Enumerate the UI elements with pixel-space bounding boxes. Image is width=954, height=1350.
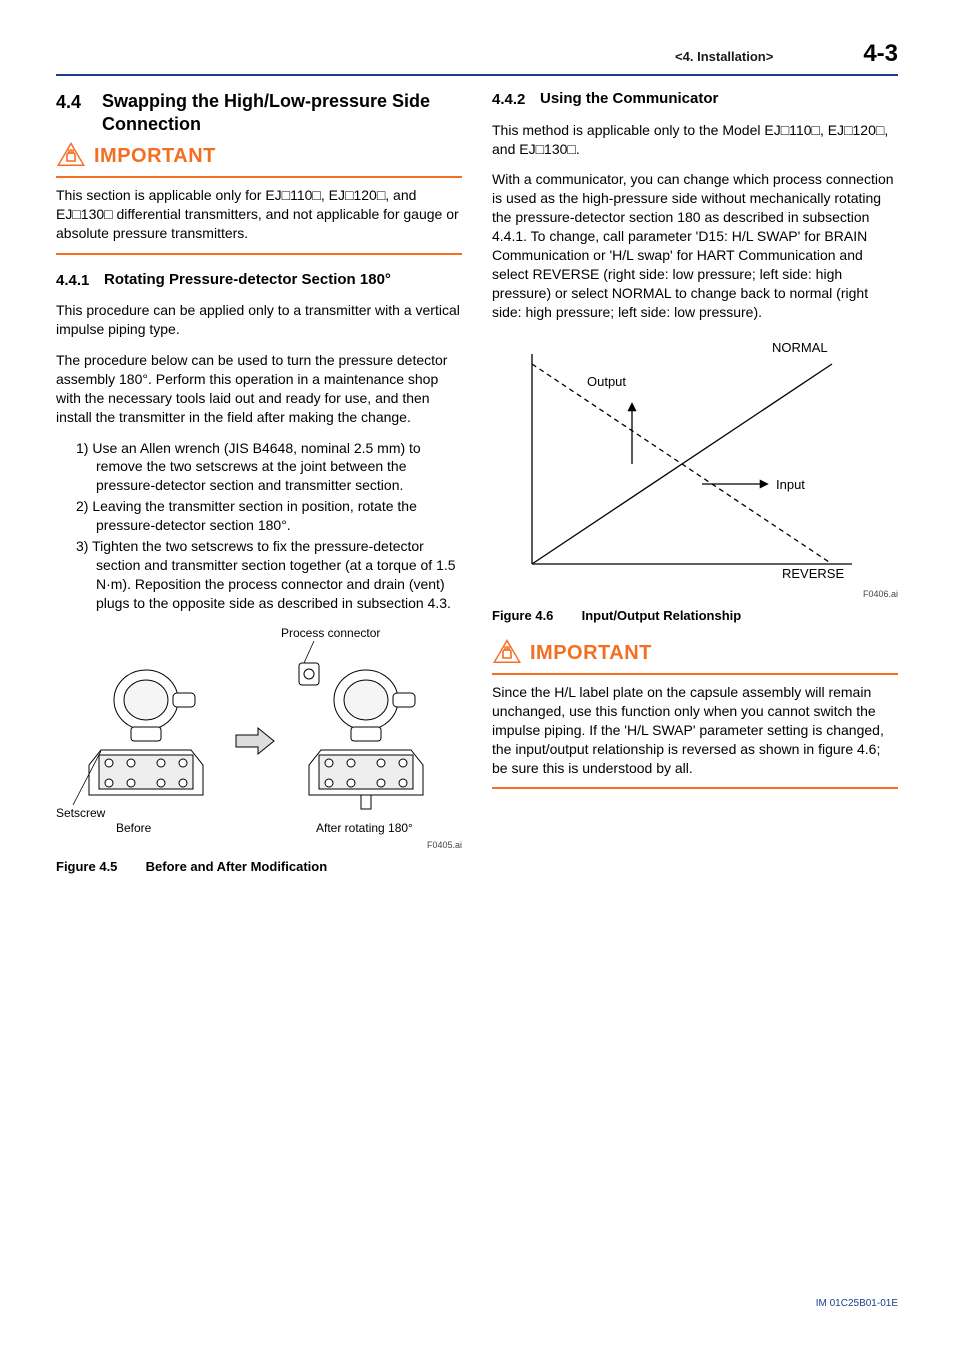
subsection-number: 4.4.2 bbox=[492, 90, 540, 110]
important-body: This section is applicable only for EJ□1… bbox=[56, 186, 462, 255]
important-label: IMPORTANT bbox=[530, 640, 652, 667]
label-before: Before bbox=[116, 821, 152, 835]
label-after: After rotating 180° bbox=[316, 821, 413, 835]
page-header: <4. Installation> 4-3 bbox=[56, 38, 898, 76]
body-paragraph: This procedure can be applied only to a … bbox=[56, 301, 462, 339]
header-chapter: <4. Installation> bbox=[675, 48, 773, 66]
section-title: Swapping the High/Low-pressure Side Conn… bbox=[102, 90, 462, 135]
important-body: Since the H/L label plate on the capsule… bbox=[492, 683, 898, 789]
figure-number: Figure 4.5 bbox=[56, 858, 142, 876]
list-item: 2) Leaving the transmitter section in po… bbox=[76, 497, 462, 535]
label-setscrew: Setscrew bbox=[56, 806, 106, 820]
figure-source-ref: F0405.ai bbox=[56, 839, 462, 851]
procedure-steps: 1) Use an Allen wrench (JIS B4648, nomin… bbox=[56, 439, 462, 613]
label-output: Output bbox=[587, 374, 626, 389]
left-column: 4.4 Swapping the High/Low-pressure Side … bbox=[56, 90, 462, 875]
header-page-number: 4-3 bbox=[863, 38, 898, 70]
warning-icon bbox=[56, 141, 86, 172]
figure-caption: Figure 4.6 Input/Output Relationship bbox=[492, 607, 898, 625]
subsection-4-4-2-heading: 4.4.2 Using the Communicator bbox=[492, 90, 898, 110]
body-paragraph: This method is applicable only to the Mo… bbox=[492, 121, 898, 159]
label-reverse: REVERSE bbox=[782, 566, 844, 581]
subsection-number: 4.4.1 bbox=[56, 271, 104, 291]
figure-title: Before and After Modification bbox=[146, 859, 328, 874]
list-item: 3) Tighten the two setscrews to fix the … bbox=[76, 537, 462, 613]
important-callout: IMPORTANT This section is applicable onl… bbox=[56, 141, 462, 255]
document-id: IM 01C25B01-01E bbox=[816, 1297, 898, 1311]
subsection-4-4-1-heading: 4.4.1 Rotating Pressure-detector Section… bbox=[56, 271, 462, 291]
figure-number: Figure 4.6 bbox=[492, 607, 578, 625]
figure-source-ref: F0406.ai bbox=[492, 588, 898, 600]
figure-caption: Figure 4.5 Before and After Modification bbox=[56, 858, 462, 876]
figure-4-6: Output Input NORMAL REVERSE F0406.ai Fig… bbox=[492, 334, 898, 625]
section-4-4-heading: 4.4 Swapping the High/Low-pressure Side … bbox=[56, 90, 462, 135]
figure-4-5: Process connector bbox=[56, 625, 462, 876]
label-normal: NORMAL bbox=[772, 340, 828, 355]
list-item: 1) Use an Allen wrench (JIS B4648, nomin… bbox=[76, 439, 462, 496]
important-label: IMPORTANT bbox=[94, 143, 216, 170]
warning-icon bbox=[492, 638, 522, 669]
label-process-connector: Process connector bbox=[281, 626, 380, 640]
subsection-title: Rotating Pressure-detector Section 180° bbox=[104, 271, 391, 290]
label-input: Input bbox=[776, 477, 805, 492]
important-callout: IMPORTANT Since the H/L label plate on t… bbox=[492, 638, 898, 789]
body-paragraph: With a communicator, you can change whic… bbox=[492, 170, 898, 321]
right-column: 4.4.2 Using the Communicator This method… bbox=[492, 90, 898, 875]
section-number: 4.4 bbox=[56, 90, 102, 114]
subsection-title: Using the Communicator bbox=[540, 90, 718, 109]
figure-title: Input/Output Relationship bbox=[582, 608, 742, 623]
body-paragraph: The procedure below can be used to turn … bbox=[56, 351, 462, 427]
